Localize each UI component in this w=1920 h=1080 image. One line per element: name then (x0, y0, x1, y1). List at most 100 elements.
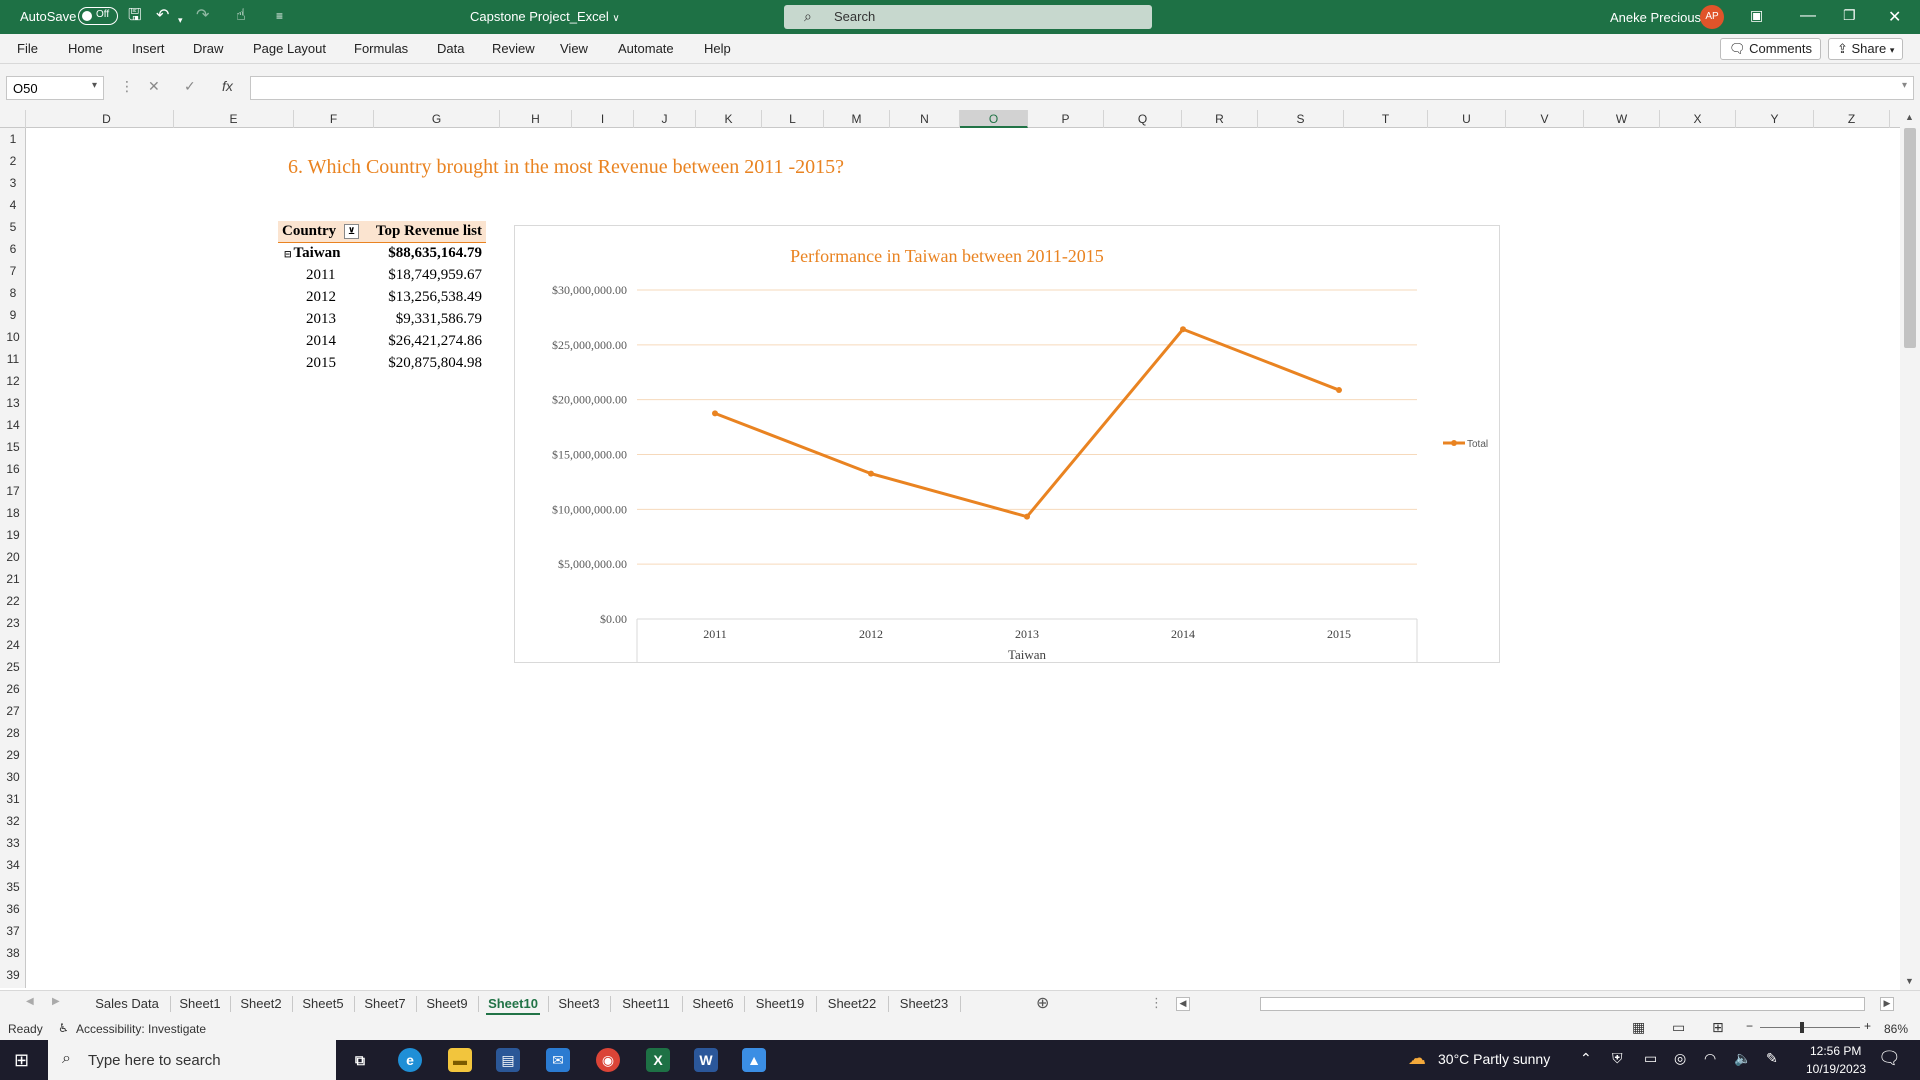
edge-icon[interactable]: e (398, 1048, 422, 1072)
wifi-icon[interactable]: ◠ (1704, 1050, 1717, 1066)
security-icon[interactable]: ⛨ (1612, 1050, 1623, 1066)
undo-icon[interactable]: ↶ (156, 7, 170, 24)
sheet-tab[interactable]: Sheet2 (240, 996, 282, 1011)
row-header[interactable]: 10 (6, 330, 20, 344)
redo-icon[interactable]: ↷ (196, 7, 210, 24)
sheet-tab[interactable]: Sheet5 (302, 996, 344, 1011)
zoom-in-icon[interactable]: + (1864, 1019, 1872, 1033)
mail-icon[interactable]: ✉ (546, 1048, 570, 1072)
column-header[interactable]: X (1660, 110, 1736, 128)
row-header[interactable]: 8 (9, 286, 17, 300)
save-icon[interactable]: 🖫 (128, 7, 142, 24)
tab-review[interactable]: Review (492, 41, 535, 56)
add-sheet-icon[interactable]: ⊕ (1036, 995, 1050, 1012)
select-all-corner[interactable] (0, 110, 26, 128)
tab-data[interactable]: Data (437, 41, 465, 56)
tab-view[interactable]: View (560, 41, 588, 56)
sheet-tab[interactable]: Sheet10 (486, 996, 540, 1015)
enter-icon[interactable]: ✓ (184, 78, 196, 94)
windows-start-icon[interactable]: ⊞ (14, 1050, 30, 1070)
column-header[interactable]: V (1506, 110, 1584, 128)
page-layout-view-icon[interactable]: ▭ (1672, 1019, 1686, 1035)
tab-file[interactable]: File (17, 41, 38, 56)
sheet-tab[interactable]: Sales Data (95, 996, 159, 1011)
next-sheet-icon[interactable]: ▶ (52, 996, 60, 1007)
column-header[interactable]: H (500, 110, 572, 128)
column-header[interactable]: Y (1736, 110, 1814, 128)
name-box[interactable]: O50 ▾ (6, 76, 104, 100)
scroll-down-icon[interactable]: ▼ (1905, 976, 1914, 986)
photos-icon[interactable]: ▲ (742, 1048, 766, 1072)
chrome-icon[interactable]: ◉ (596, 1048, 620, 1072)
avatar[interactable]: AP (1700, 5, 1724, 29)
row-header[interactable]: 23 (6, 616, 20, 630)
zoom-slider-thumb[interactable] (1800, 1022, 1804, 1033)
row-header[interactable]: 2 (9, 154, 17, 168)
volume-icon[interactable]: 🔈 (1734, 1050, 1752, 1066)
row-header[interactable]: 4 (9, 198, 17, 212)
scroll-up-icon[interactable]: ▲ (1905, 112, 1914, 122)
weather-text[interactable]: 30°C Partly sunny (1438, 1051, 1551, 1067)
row-header[interactable]: 29 (6, 748, 20, 762)
row-header[interactable]: 39 (6, 968, 20, 982)
row-header[interactable]: 28 (6, 726, 20, 740)
line-chart[interactable]: Performance in Taiwan between 2011-2015 $… (514, 225, 1500, 663)
column-header[interactable]: F (294, 110, 374, 128)
pivot-country-row[interactable]: ⊟ Taiwan $88,635,164.79 (278, 243, 486, 265)
column-header[interactable]: D (40, 110, 174, 128)
sheet-tab[interactable]: Sheet9 (426, 996, 468, 1011)
row-header[interactable]: 20 (6, 550, 20, 564)
taskbar-search[interactable]: ⌕ Type here to search (48, 1040, 336, 1080)
column-header[interactable]: S (1258, 110, 1344, 128)
row-header[interactable]: 9 (9, 308, 17, 322)
row-header[interactable]: 35 (6, 880, 20, 894)
column-header[interactable]: G (374, 110, 500, 128)
normal-view-icon[interactable]: ▦ (1632, 1019, 1646, 1035)
clock-time[interactable]: 12:56 PM (1810, 1044, 1862, 1058)
sheet-question-title[interactable]: 6. Which Country brought in the most Rev… (288, 156, 845, 178)
row-header[interactable]: 16 (6, 462, 20, 476)
clock-date[interactable]: 10/19/2023 (1806, 1062, 1867, 1076)
store-icon[interactable]: ▤ (496, 1048, 520, 1072)
row-header[interactable]: 11 (6, 352, 20, 366)
column-header[interactable]: Z (1814, 110, 1890, 128)
notifications-icon[interactable]: 🗨 (1878, 1048, 1901, 1068)
column-header[interactable]: P (1028, 110, 1104, 128)
insert-function-icon[interactable]: fx (222, 78, 233, 94)
word-icon[interactable]: W (694, 1048, 718, 1072)
excel-icon[interactable]: X (646, 1048, 670, 1072)
scroll-right-icon[interactable]: ▶ (1880, 997, 1894, 1011)
pivot-year-row[interactable]: 2013 $9,331,586.79 (278, 309, 486, 331)
row-header[interactable]: 14 (6, 418, 20, 432)
row-header[interactable]: 7 (9, 264, 17, 278)
sheet-tab[interactable]: Sheet6 (692, 996, 734, 1011)
comments-button[interactable]: 🗨 Comments (1720, 38, 1821, 60)
column-header[interactable]: E (174, 110, 294, 128)
touch-mode-icon[interactable]: ☝ (236, 7, 246, 24)
prev-sheet-icon[interactable]: ◀ (26, 996, 34, 1007)
accessibility-status[interactable]: Accessibility: Investigate (76, 1022, 207, 1036)
autosave-toggle[interactable]: Off (78, 7, 118, 25)
sheet-tab[interactable]: Sheet1 (179, 996, 221, 1011)
page-break-view-icon[interactable]: ⊞ (1712, 1019, 1724, 1035)
tab-formulas[interactable]: Formulas (354, 41, 409, 56)
row-header[interactable]: 15 (6, 440, 20, 454)
share-button[interactable]: ⇪ Share ▾ (1828, 38, 1904, 60)
row-header[interactable]: 33 (6, 836, 20, 850)
row-header[interactable]: 27 (6, 704, 20, 718)
vertical-scroll-thumb[interactable] (1904, 128, 1916, 348)
row-header[interactable]: 17 (6, 484, 20, 498)
filter-icon[interactable]: ⊻ (344, 224, 359, 239)
ribbon-display-icon[interactable]: ▣ (1750, 7, 1764, 23)
user-name[interactable]: Aneke Precious (1610, 10, 1702, 25)
row-header[interactable]: 24 (6, 638, 20, 652)
minimize-icon[interactable]: — (1800, 7, 1816, 24)
column-header[interactable]: Q (1104, 110, 1182, 128)
column-header[interactable]: R (1182, 110, 1258, 128)
cancel-icon[interactable]: ✕ (148, 78, 160, 94)
row-header[interactable]: 34 (6, 858, 20, 872)
row-header[interactable]: 13 (6, 396, 20, 410)
column-header[interactable]: L (762, 110, 824, 128)
column-header[interactable]: N (890, 110, 960, 128)
horizontal-scroll-thumb[interactable] (1260, 997, 1865, 1011)
